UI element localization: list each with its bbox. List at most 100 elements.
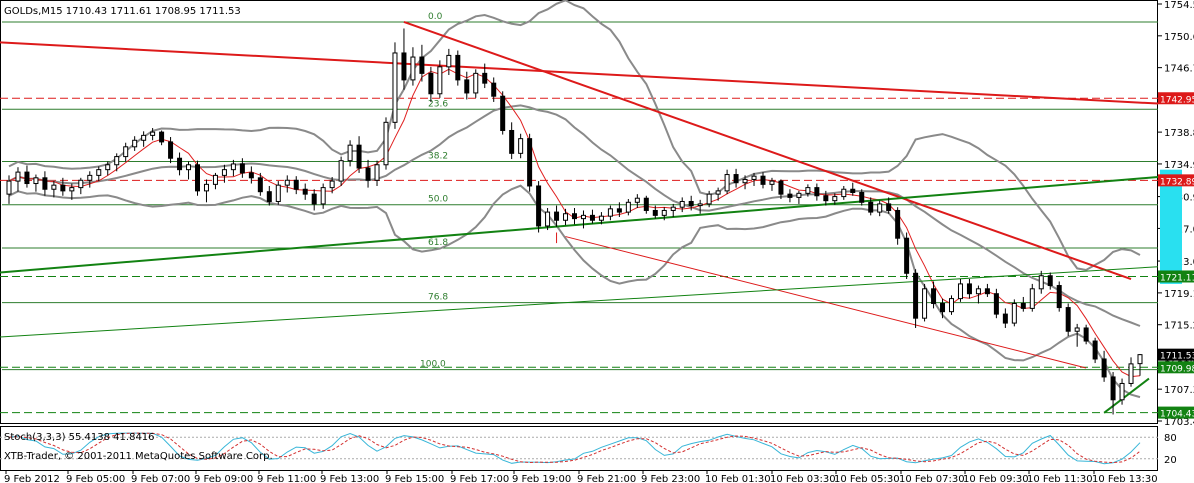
y-tick-label: 1746.70 [1164, 64, 1194, 75]
fibonacci-layer: 0.0 23.6 38.2 50.0 61.8 76.8 100.0 [2, 12, 1158, 371]
candle [643, 195, 649, 214]
candle [993, 288, 999, 319]
candle [419, 44, 425, 82]
candle [24, 165, 30, 188]
candle-body [248, 172, 254, 179]
candle-body [123, 146, 129, 158]
candle-body [132, 139, 138, 148]
candle [518, 133, 524, 159]
candle [814, 183, 820, 201]
candle [78, 177, 84, 195]
candle [87, 171, 93, 188]
candle-body [814, 187, 820, 197]
candle [832, 193, 838, 205]
candle-body [15, 171, 21, 182]
candle-body [455, 54, 461, 81]
candle-body [607, 208, 613, 217]
candle-body [922, 288, 928, 319]
y-tick-label: 1738.80 [1164, 128, 1194, 139]
candle-body [616, 208, 622, 213]
candle-body [87, 174, 93, 181]
candle [275, 181, 281, 205]
candle [356, 136, 362, 173]
candle-body [1029, 288, 1035, 309]
candle [984, 283, 990, 297]
candle-body [51, 184, 57, 190]
x-tick-label: 9 Feb 11:00 [257, 474, 316, 483]
candle-body [536, 185, 542, 227]
candle [886, 197, 892, 214]
candle [248, 166, 254, 184]
candle-body [1092, 340, 1098, 360]
candle-body [966, 283, 972, 295]
candle [1101, 350, 1107, 382]
candle [203, 179, 209, 203]
fib-level-label: 38.2 [428, 151, 448, 161]
candle-body [105, 164, 111, 171]
candle-body [419, 56, 425, 74]
candle-body [625, 201, 631, 213]
candle [482, 63, 488, 89]
price-tag-box [1158, 361, 1194, 374]
short-uptrend-line [1103, 377, 1150, 414]
candle [500, 91, 506, 135]
candle [1038, 270, 1044, 294]
candle-body [329, 180, 335, 189]
fib-level-label: 100.0 [420, 360, 446, 370]
x-tick-label: 10 Feb 01:30 [705, 474, 771, 483]
candle-body [392, 52, 398, 123]
candle [688, 195, 694, 211]
candle [266, 185, 272, 206]
candle-body [661, 209, 667, 216]
price-tag-label: 1709.98 [1160, 364, 1194, 374]
candle [527, 133, 533, 192]
candle-body [221, 169, 227, 176]
candle-body [706, 193, 712, 205]
grid-layer [0, 0, 1158, 471]
price-tag: 1709.98 [1158, 361, 1194, 374]
bollinger-lower [8, 184, 1141, 399]
candle [823, 190, 829, 206]
candle [311, 189, 317, 211]
candle-body [527, 138, 533, 187]
candle-body [284, 179, 290, 186]
candle [966, 279, 972, 299]
price-tag: 1704.43 [1158, 406, 1194, 420]
candle-body [464, 79, 470, 94]
candle [661, 207, 667, 221]
candle-body [168, 141, 174, 159]
candle [177, 152, 183, 176]
candle-body [509, 129, 515, 154]
stochastic-layer: 80 20 [0, 432, 1177, 466]
candle [616, 202, 622, 217]
candle [859, 189, 865, 206]
candle [1002, 308, 1008, 328]
candle [796, 190, 802, 204]
candle [302, 183, 308, 200]
candle-body [347, 144, 353, 162]
trendline-layer [0, 21, 1159, 414]
candle [679, 197, 685, 213]
candle [724, 169, 730, 195]
candle-body [904, 237, 910, 274]
candle-body [1011, 302, 1017, 324]
axis-layer: 1754.501750.601746.701742.801738.801734.… [4, 0, 1194, 483]
candle [751, 172, 757, 186]
candle-body [203, 183, 209, 192]
candle [940, 298, 946, 319]
stoch-header: Stoch(3,3,3) 55.4138 41.8416 [4, 432, 155, 443]
candle [491, 77, 497, 102]
long-uptrend-line [0, 176, 1159, 274]
candle [922, 283, 928, 322]
candle-body [401, 52, 407, 81]
price-tag-box [1158, 348, 1194, 361]
candle [625, 199, 631, 216]
candle [257, 172, 263, 196]
candle [1020, 296, 1026, 312]
candle-body [1119, 382, 1125, 401]
candle [401, 28, 407, 90]
candle-body [275, 184, 281, 202]
candle [652, 205, 658, 219]
candle [1110, 372, 1116, 415]
